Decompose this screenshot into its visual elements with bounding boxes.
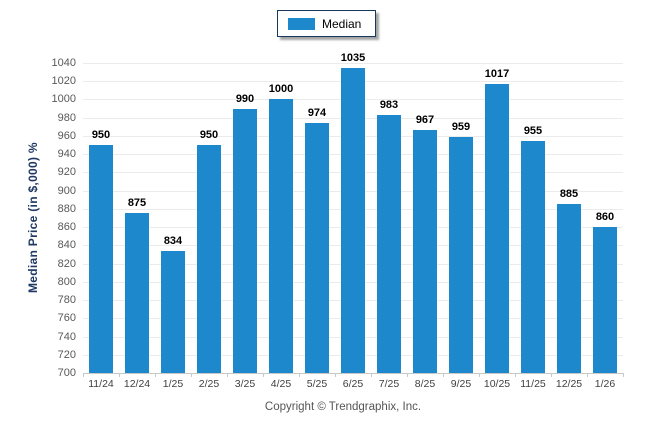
x-tick-label-5-25: 5/25 xyxy=(306,378,328,390)
bar-value-label-11-25: 955 xyxy=(523,124,543,137)
bar-12-25 xyxy=(557,204,581,373)
gridline-1040 xyxy=(83,63,623,64)
x-axis-tick-mark xyxy=(119,373,120,377)
x-tick-label-6-25: 6/25 xyxy=(342,378,364,390)
bar-value-label-12-25: 885 xyxy=(559,188,579,201)
y-tick-label-960: 960 xyxy=(57,129,76,142)
x-axis-tick-mark xyxy=(227,373,228,377)
chart-legend: Median xyxy=(277,10,377,37)
y-tick-label-720: 720 xyxy=(57,348,76,361)
bar-9-25 xyxy=(449,136,473,373)
x-tick-label-3-25: 3/25 xyxy=(234,378,256,390)
bar-value-label-9-25: 959 xyxy=(451,120,471,133)
x-axis-tick-mark xyxy=(407,373,408,377)
bar-11-25 xyxy=(521,140,545,373)
bar-value-label-1-25: 834 xyxy=(163,234,183,247)
bar-1-26 xyxy=(593,227,617,373)
bar-value-label-12-24: 875 xyxy=(127,197,147,210)
bar-value-label-1-26: 860 xyxy=(595,211,615,224)
y-tick-label-860: 860 xyxy=(57,221,76,234)
x-tick-label-2-25: 2/25 xyxy=(198,378,220,390)
x-axis-tick-mark xyxy=(371,373,372,377)
x-axis-tick-mark xyxy=(263,373,264,377)
x-tick-label-9-25: 9/25 xyxy=(450,378,472,390)
y-tick-label-900: 900 xyxy=(57,184,76,197)
x-axis-tick-mark xyxy=(335,373,336,377)
x-tick-label-1-25: 1/25 xyxy=(162,378,184,390)
y-tick-label-840: 840 xyxy=(57,239,76,252)
bar-value-label-10-25: 1017 xyxy=(484,67,510,80)
x-axis-tick-mark xyxy=(299,373,300,377)
y-axis-tick-labels: 700 720 740 760 780 800 820 840 860 880 900 920 940 9… xyxy=(0,58,76,379)
y-tick-label-820: 820 xyxy=(57,257,76,270)
x-axis-tick-mark xyxy=(515,373,516,377)
x-tick-label-11-25: 11/25 xyxy=(520,378,546,390)
x-axis-tick-mark xyxy=(479,373,480,377)
bar-3-25 xyxy=(233,108,257,373)
y-tick-label-1000: 1000 xyxy=(51,93,76,106)
bar-value-label-3-25: 990 xyxy=(235,92,255,105)
bar-12-24 xyxy=(125,213,149,373)
bar-value-label-6-25: 1035 xyxy=(340,51,366,64)
bar-11-24 xyxy=(89,145,113,373)
copyright-text: Copyright © Trendgraphix, Inc. xyxy=(264,401,422,413)
x-axis-tick-mark xyxy=(191,373,192,377)
bar-7-25 xyxy=(377,114,401,373)
bar-value-label-8-25: 967 xyxy=(415,113,435,126)
bar-value-label-4-25: 1000 xyxy=(268,83,294,96)
bar-value-label-2-25: 950 xyxy=(199,129,219,142)
bar-4-25 xyxy=(269,99,293,373)
bar-2-25 xyxy=(197,145,221,373)
bar-value-label-11-24: 950 xyxy=(91,129,111,142)
y-tick-label-780: 780 xyxy=(57,294,76,307)
plot-area: 950 875 834 950 990 1000 974 1035 983 967 959 1017 9… xyxy=(83,52,624,377)
bar-6-25 xyxy=(341,67,365,373)
legend-swatch-median xyxy=(288,17,315,30)
y-tick-label-700: 700 xyxy=(57,367,76,379)
x-tick-label-4-25: 4/25 xyxy=(270,378,292,390)
x-axis-tick-mark xyxy=(623,373,624,377)
x-axis-tick-labels: 11/24 12/24 1/25 2/25 3/25 4/25 5/25 6/25 7/25 8/… xyxy=(83,378,623,392)
x-axis-tick-mark xyxy=(587,373,588,377)
x-tick-label-12-25: 12/25 xyxy=(555,378,583,390)
y-tick-label-920: 920 xyxy=(57,166,76,179)
y-tick-label-740: 740 xyxy=(57,330,76,343)
x-axis-tick-mark xyxy=(83,373,84,377)
x-tick-label-10-25: 10/25 xyxy=(483,378,511,390)
x-tick-label-11-24: 11/24 xyxy=(88,378,114,390)
x-tick-label-12-24: 12/24 xyxy=(123,378,151,390)
x-tick-label-8-25: 8/25 xyxy=(414,378,436,390)
bar-1-25 xyxy=(161,250,185,373)
legend-label-median: Median xyxy=(322,16,362,31)
y-tick-label-760: 760 xyxy=(57,312,76,325)
y-tick-label-880: 880 xyxy=(57,202,76,215)
bar-10-25 xyxy=(485,83,509,373)
bar-5-25 xyxy=(305,123,329,373)
y-tick-label-800: 800 xyxy=(57,275,76,288)
x-axis-tick-mark xyxy=(443,373,444,377)
y-tick-label-980: 980 xyxy=(57,111,76,124)
x-axis-tick-mark xyxy=(155,373,156,377)
x-tick-label-7-25: 7/25 xyxy=(378,378,400,390)
y-tick-label-1040: 1040 xyxy=(51,57,76,69)
y-tick-label-940: 940 xyxy=(57,148,76,161)
x-tick-label-1-26: 1/26 xyxy=(594,378,616,390)
bar-value-label-7-25: 983 xyxy=(379,98,399,111)
bar-value-label-5-25: 974 xyxy=(307,107,327,120)
x-axis-tick-mark xyxy=(551,373,552,377)
y-tick-label-1020: 1020 xyxy=(51,75,76,88)
bar-8-25 xyxy=(413,129,437,373)
